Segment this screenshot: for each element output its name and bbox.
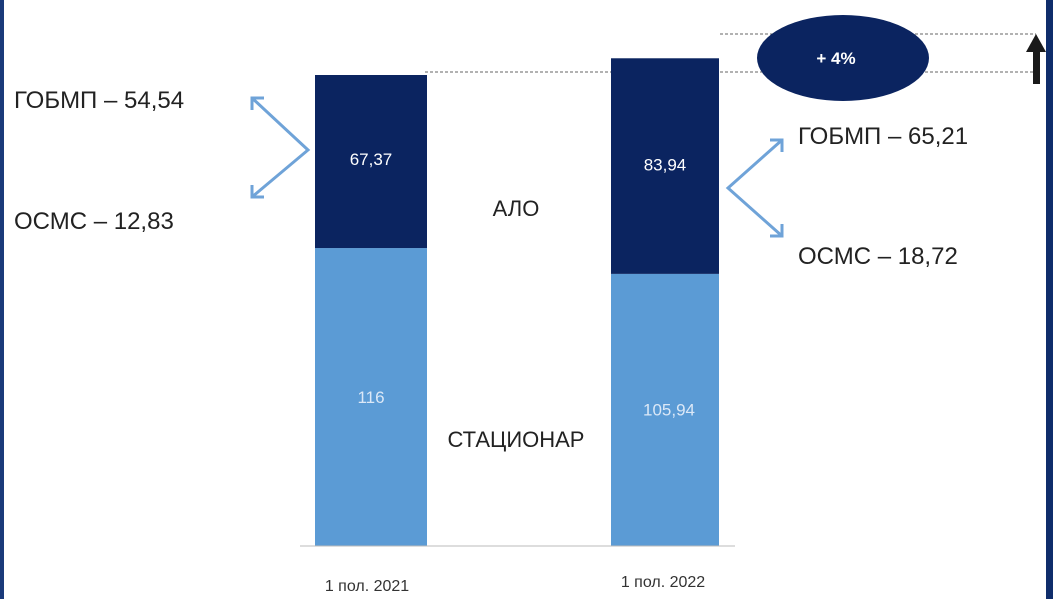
left-split-arrows <box>250 96 311 199</box>
annotation-gobmp-2022: ГОБМП – 65,21 <box>798 123 968 150</box>
up-arrow-icon <box>1026 34 1046 84</box>
value-label-alo-2021: 67,37 <box>350 150 393 169</box>
bar-alo-2021 <box>315 75 427 249</box>
frame-left-border <box>0 0 4 599</box>
value-label-stacionar-2021: 116 <box>357 388 384 407</box>
series-label-alo: АЛО <box>493 196 540 221</box>
annotation-gobmp-2021: ГОБМП – 54,54 <box>14 87 184 114</box>
right-split-arrows <box>725 138 784 238</box>
value-label-stacionar-2022: 105,94 <box>643 400 695 419</box>
bar-stacionar-2022 <box>611 273 719 546</box>
value-label-alo-2022: 83,94 <box>644 155 687 174</box>
annotation-osms-2021: ОСМС – 12,83 <box>14 208 174 235</box>
growth-badge-label: + 4% <box>816 49 855 68</box>
bar-alo-2022 <box>611 58 719 274</box>
x-tick-label-2022: 1 пол. 2022 <box>621 574 705 591</box>
bar-stacionar-2021 <box>315 248 427 546</box>
x-tick-label-2021: 1 пол. 2021 <box>325 578 409 595</box>
series-label-stacionar: СТАЦИОНАР <box>448 427 585 452</box>
growth-badge <box>757 15 929 101</box>
frame-right-border <box>1046 0 1053 599</box>
annotation-osms-2022: ОСМС – 18,72 <box>798 243 958 270</box>
